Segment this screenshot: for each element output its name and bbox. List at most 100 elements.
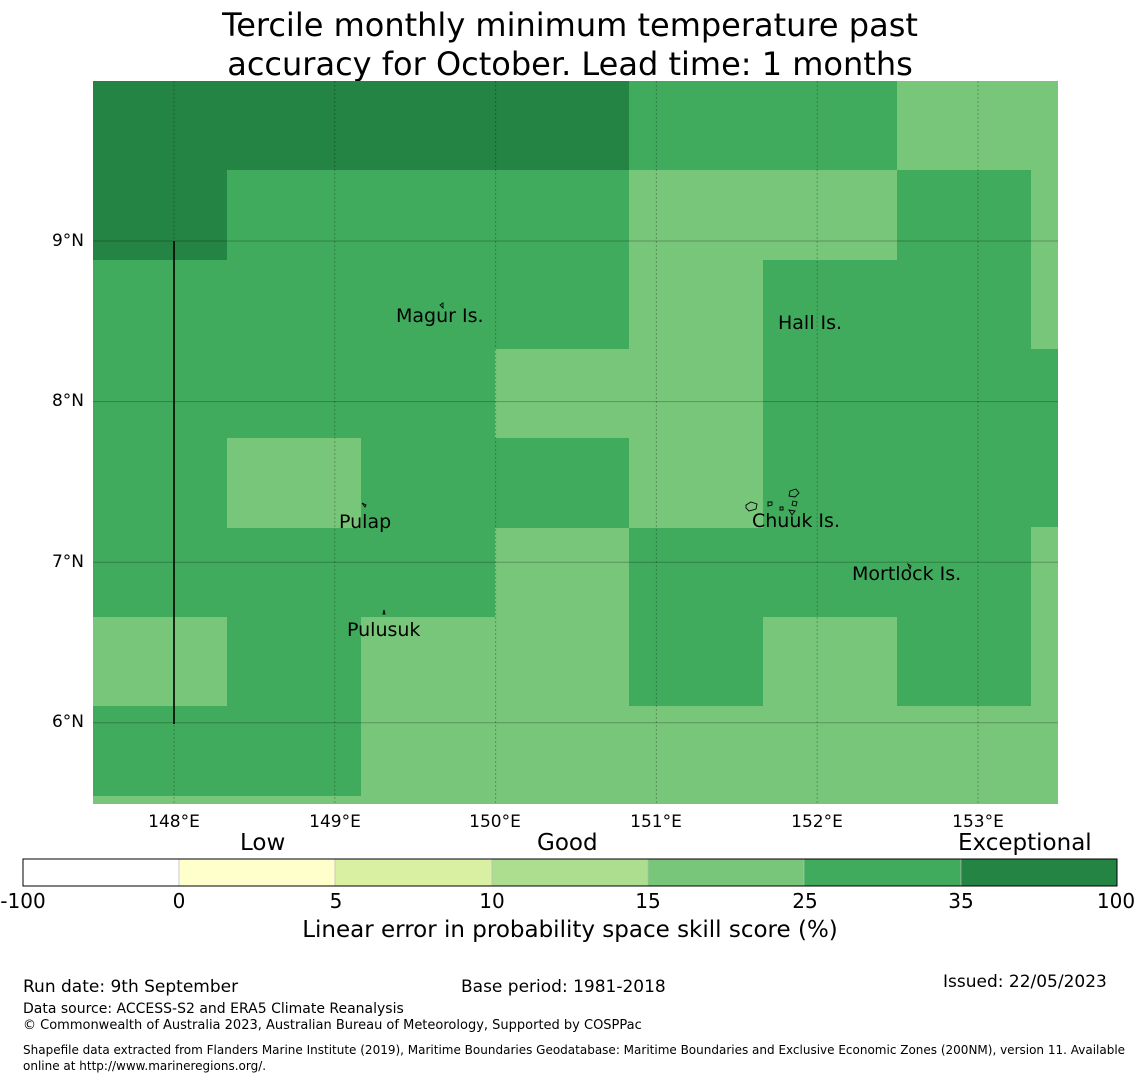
grid-cell: [495, 438, 629, 528]
grid-cell: [1031, 81, 1058, 170]
grid-cell: [897, 349, 1031, 438]
grid-cell: [227, 170, 361, 260]
colorbar-tick-label: 100: [1096, 889, 1136, 913]
colorbar-tick-label: -100: [0, 889, 46, 913]
colorbar-segment: [334, 858, 493, 887]
grid-cell: [93, 617, 227, 706]
grid-cell: [1031, 170, 1058, 260]
grid-cell: [897, 617, 1031, 706]
grid-cell: [361, 349, 495, 438]
grid-cell: [227, 260, 361, 349]
grid-cell: [1031, 349, 1058, 527]
place-label: Pulusuk: [347, 619, 421, 641]
place-label: Pulap: [339, 511, 392, 533]
grid-cell: [93, 796, 1058, 804]
place-label: Hall Is.: [778, 312, 843, 334]
colorbar-tick-label: 0: [172, 889, 186, 913]
colorbar-category-low: Low: [240, 830, 286, 856]
grid-cell: [227, 706, 361, 796]
grid-cell: [93, 706, 227, 796]
grid-cell: [93, 260, 227, 349]
grid-cell: [763, 617, 897, 706]
grid-cell: [361, 260, 495, 349]
grid-cell: [629, 438, 763, 528]
island-outline: [788, 509, 796, 516]
grid-cell: [495, 170, 629, 260]
grid-cell: [629, 528, 763, 617]
island-outline: [361, 502, 367, 508]
lon-tick-label: 152°E: [791, 812, 843, 832]
colorbar-tick-label: 5: [329, 889, 343, 913]
colorbar-segment: [960, 858, 1118, 887]
grid-cell: [897, 706, 1031, 796]
lon-tick-label: 149°E: [309, 812, 361, 832]
colorbar-segment: [22, 858, 180, 887]
colorbar-segment: [647, 858, 805, 887]
island-outline: [745, 501, 758, 512]
grid-cell: [361, 528, 495, 617]
lon-tick-label: 151°E: [630, 812, 682, 832]
island-outline: [791, 500, 798, 507]
grid-cell: [897, 81, 1031, 170]
grid-cell: [361, 170, 495, 260]
colorbar-segment: [803, 858, 962, 887]
grid-cell: [93, 528, 227, 617]
grid-cell: [93, 170, 227, 260]
grid-cell: [897, 170, 1031, 260]
grid-cell: [629, 706, 763, 796]
grid-cell: [629, 260, 763, 349]
issued-date: Issued: 22/05/2023: [943, 972, 1107, 992]
grid-cell: [763, 528, 897, 617]
grid-cell: [763, 81, 897, 170]
grid-cell: [361, 81, 495, 170]
map-title-line-2: accuracy for October. Lead time: 1 month…: [227, 45, 913, 83]
grid-cell: [763, 438, 897, 528]
grid-cell: [361, 706, 495, 796]
grid-cell: [629, 617, 763, 706]
place-label: Chuuk Is.: [752, 510, 840, 532]
grid-cell: [495, 528, 629, 617]
place-label: Mortlock Is.: [852, 563, 962, 585]
grid-cell: [361, 617, 495, 706]
lon-tick-label: 150°E: [469, 812, 521, 832]
grid-cell: [495, 81, 629, 170]
graticule: [93, 81, 1058, 804]
island-outline: [907, 562, 912, 571]
grid-cell: [495, 260, 629, 349]
colorbar-category-good: Good: [537, 830, 598, 856]
grid-cell: [227, 617, 361, 706]
grid-cell: [897, 260, 1031, 349]
grid-cell: [763, 706, 897, 796]
base-period: Base period: 1981-2018: [461, 977, 666, 997]
grid-cell: [763, 349, 897, 438]
island-outlines: [361, 302, 912, 615]
lat-tick-label: 7°N: [51, 552, 84, 572]
data-source: Data source: ACCESS-S2 and ERA5 Climate …: [23, 1001, 404, 1017]
grid-cell: [93, 438, 227, 528]
grid-cell: [1031, 260, 1058, 349]
grid-cell: [1031, 617, 1058, 706]
colorbar: [22, 858, 1118, 887]
colorbar-tick-label: 25: [792, 889, 818, 913]
colorbar-label: Linear error in probability space skill …: [302, 917, 838, 943]
grid-cell: [629, 349, 763, 438]
island-outline: [439, 302, 444, 310]
grid-cell: [495, 706, 629, 796]
lat-tick-label: 8°N: [51, 391, 84, 411]
grid-cell: [629, 170, 763, 260]
lat-tick-label: 6°N: [51, 712, 84, 732]
colorbar-category-exceptional: Exceptional: [958, 830, 1092, 856]
grid-cell: [227, 349, 361, 438]
grid-cell: [495, 617, 629, 706]
grid-cell: [897, 528, 1031, 617]
grid-cell: [227, 81, 361, 170]
colorbar-tick-label: 15: [635, 889, 661, 913]
copyright: © Commonwealth of Australia 2023, Austra…: [23, 1018, 642, 1033]
colorbar-tick-label: 35: [948, 889, 974, 913]
grid-cell: [93, 81, 227, 170]
skill-score-map: [93, 81, 1058, 804]
skill-grid: [93, 81, 1058, 804]
grid-cell: [227, 438, 361, 528]
grid-cell: [897, 438, 1031, 528]
grid-cell: [629, 81, 763, 170]
